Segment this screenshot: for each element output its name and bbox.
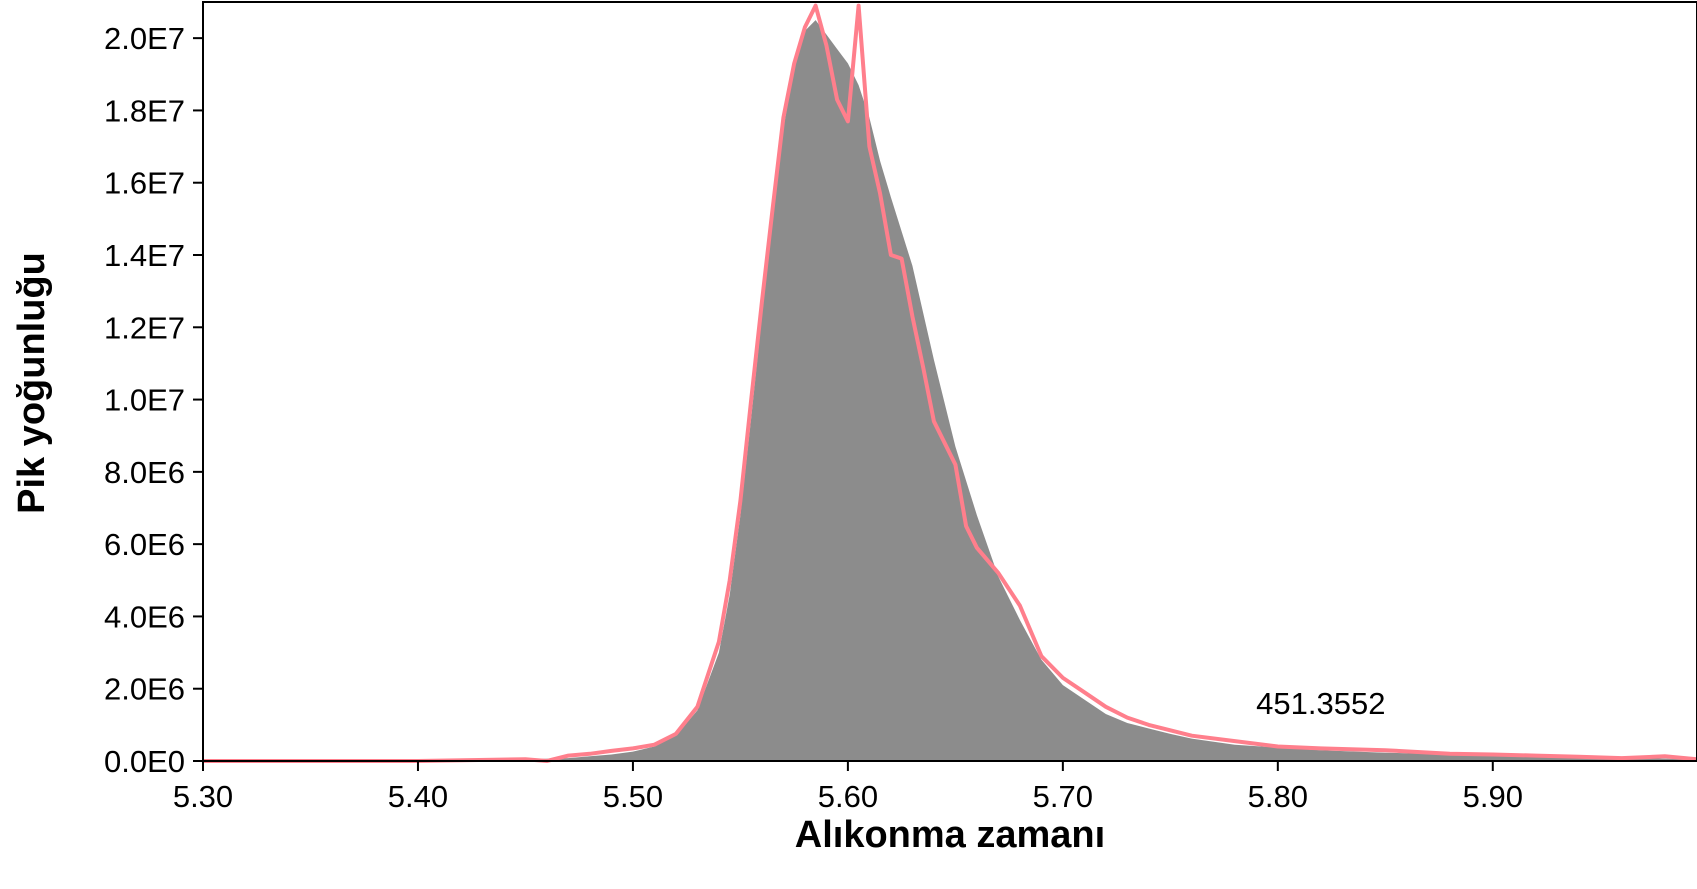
line-series-layer bbox=[203, 3, 1697, 763]
x-tick-label: 5.90 bbox=[1463, 779, 1523, 814]
line-series-2 bbox=[203, 3, 1697, 763]
y-tick-label: 1.8E7 bbox=[104, 93, 185, 128]
y-tick-label: 1.4E7 bbox=[104, 238, 185, 273]
y-tick-label: 6.0E6 bbox=[104, 527, 185, 562]
y-axis-title: Pik yoğunluğu bbox=[11, 252, 53, 514]
x-tick-label: 5.80 bbox=[1248, 779, 1308, 814]
x-axis-title: Alıkonma zamanı bbox=[795, 814, 1105, 856]
y-tick-label: 8.0E6 bbox=[104, 455, 185, 490]
x-tick-label: 5.70 bbox=[1033, 779, 1093, 814]
area-series-layer bbox=[203, 20, 1697, 762]
x-tick-label: 5.30 bbox=[173, 779, 233, 814]
y-tick-label: 0.0E0 bbox=[104, 744, 185, 779]
y-tick-label: 2.0E6 bbox=[104, 672, 185, 707]
x-tick-label: 5.50 bbox=[603, 779, 663, 814]
y-tick-label: 1.0E7 bbox=[104, 383, 185, 418]
plot-frame bbox=[202, 1, 1697, 762]
y-axis: 0.0E0 2.0E6 4.0E6 6.0E6 8.0E6 1.0E7 1.2E7 1.4E7… bbox=[104, 21, 203, 779]
area-series-1 bbox=[203, 20, 1697, 762]
y-tick-label: 1.2E7 bbox=[104, 310, 185, 345]
y-tick-label: 1.6E7 bbox=[104, 166, 185, 201]
x-axis: 5.30 5.40 5.50 5.60 5.70 5.80 5.90 bbox=[173, 761, 1523, 814]
y-tick-label: 4.0E6 bbox=[104, 599, 185, 634]
y-tick-label: 2.0E7 bbox=[104, 21, 185, 56]
x-tick-label: 5.60 bbox=[818, 779, 878, 814]
annotation-label: 451.3552 bbox=[1256, 686, 1385, 721]
x-tick-label: 5.40 bbox=[388, 779, 448, 814]
